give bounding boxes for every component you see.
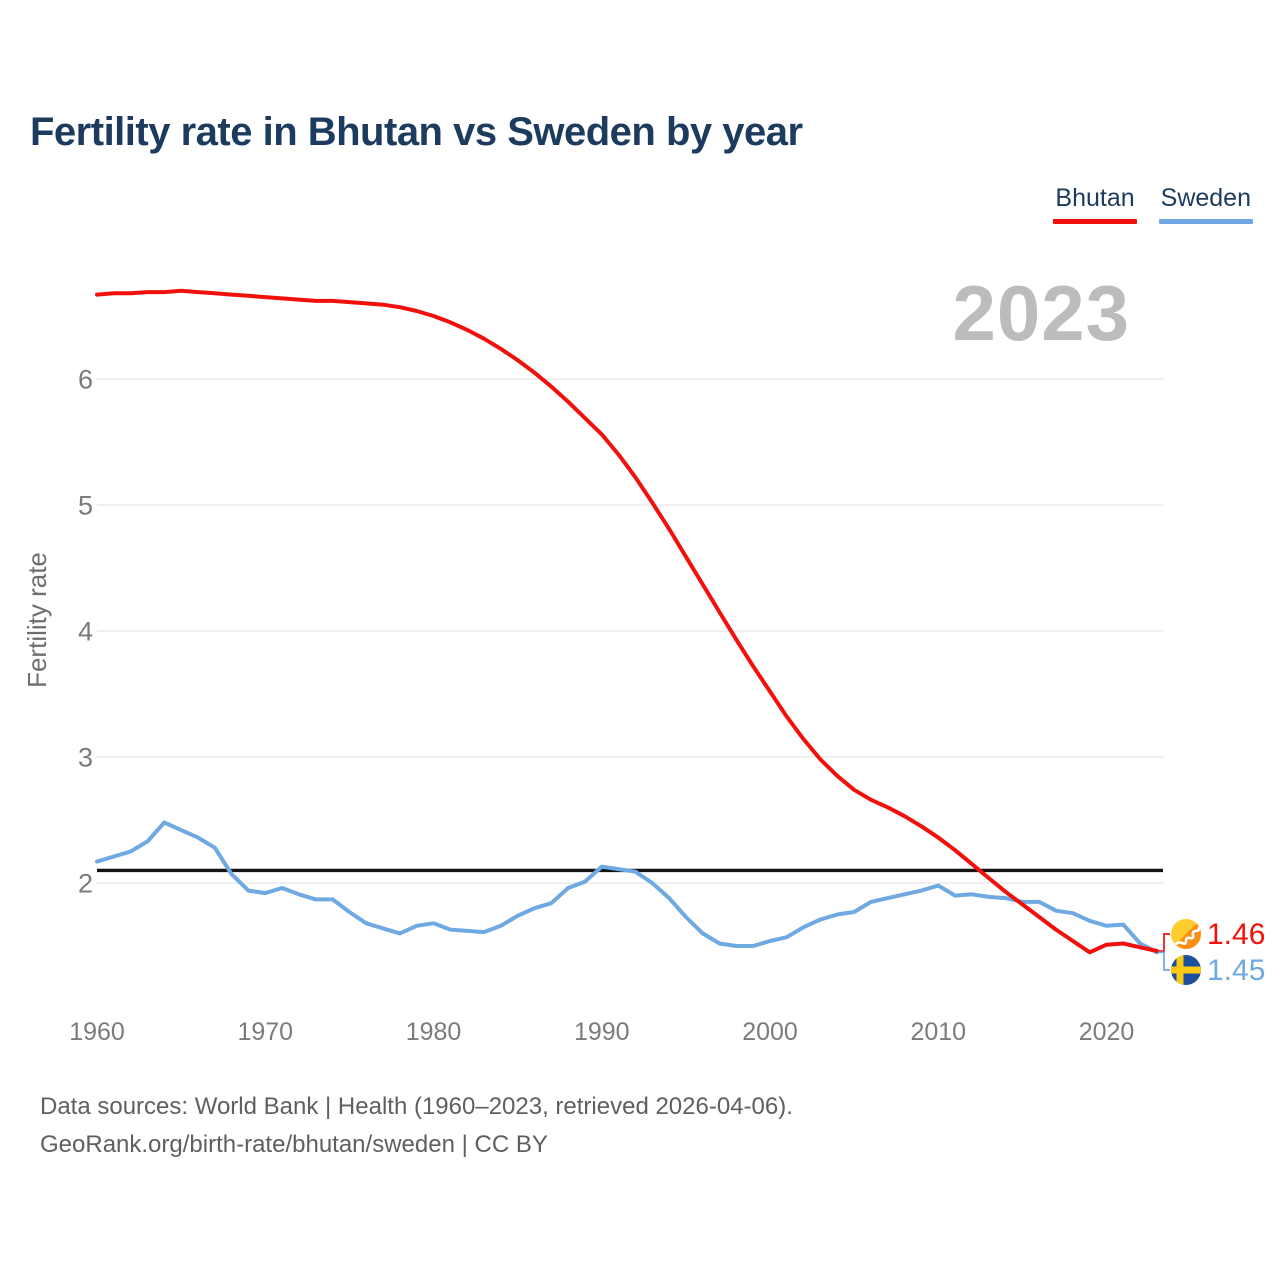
- y-tick-label: 6: [78, 364, 93, 394]
- legend-item-sweden[interactable]: Sweden: [1158, 184, 1253, 224]
- legend-color-bar-bhutan: [1053, 219, 1137, 224]
- x-tick-label: 1960: [69, 1018, 125, 1046]
- x-axis-tick-labels: 1960 1970 1980 1990 2000 2010 2020: [69, 1018, 1134, 1046]
- x-tick-label: 2020: [1079, 1018, 1135, 1046]
- y-tick-label: 5: [78, 490, 93, 520]
- x-tick-label: 1990: [574, 1018, 630, 1046]
- source-line-1: Data sources: World Bank | Health (1960–…: [40, 1093, 793, 1120]
- legend-label-bhutan: Bhutan: [1055, 184, 1135, 212]
- legend-color-bar-sweden: [1158, 219, 1253, 224]
- source-attribution: Data sources: World Bank | Health (1960–…: [40, 1088, 793, 1164]
- chart-legend: Bhutan Sweden: [1053, 184, 1253, 224]
- sweden-connector: [1158, 951, 1170, 971]
- legend-item-bhutan[interactable]: Bhutan: [1053, 184, 1137, 224]
- x-tick-label: 1970: [237, 1018, 293, 1046]
- end-label-connectors: [1158, 933, 1170, 971]
- bhutan-flag-icon: [1171, 919, 1201, 949]
- bhutan-connector: [1158, 933, 1170, 952]
- legend-label-sweden: Sweden: [1160, 184, 1251, 212]
- x-tick-label: 2000: [742, 1018, 798, 1046]
- y-axis-tick-labels: 2 3 4 5 6: [78, 364, 93, 898]
- x-tick-label: 1980: [406, 1018, 462, 1046]
- bhutan-end-value: 1.46: [1207, 918, 1265, 951]
- source-line-2: GeoRank.org/birth-rate/bhutan/sweden | C…: [40, 1131, 548, 1158]
- series-lines: [95, 288, 1163, 955]
- year-watermark: 2023: [952, 269, 1130, 357]
- page-title: Fertility rate in Bhutan vs Sweden by ye…: [30, 110, 803, 154]
- sweden-line: [95, 820, 1159, 955]
- y-tick-label: 2: [78, 868, 93, 898]
- sweden-flag-icon: [1171, 955, 1201, 985]
- y-tick-label: 4: [78, 616, 93, 646]
- y-axis-title: Fertility rate: [22, 552, 52, 688]
- y-tick-label: 3: [78, 742, 93, 772]
- x-tick-label: 2010: [910, 1018, 966, 1046]
- bhutan-line: [95, 288, 1159, 955]
- sweden-end-value: 1.45: [1207, 954, 1265, 987]
- gridlines: [97, 378, 1163, 884]
